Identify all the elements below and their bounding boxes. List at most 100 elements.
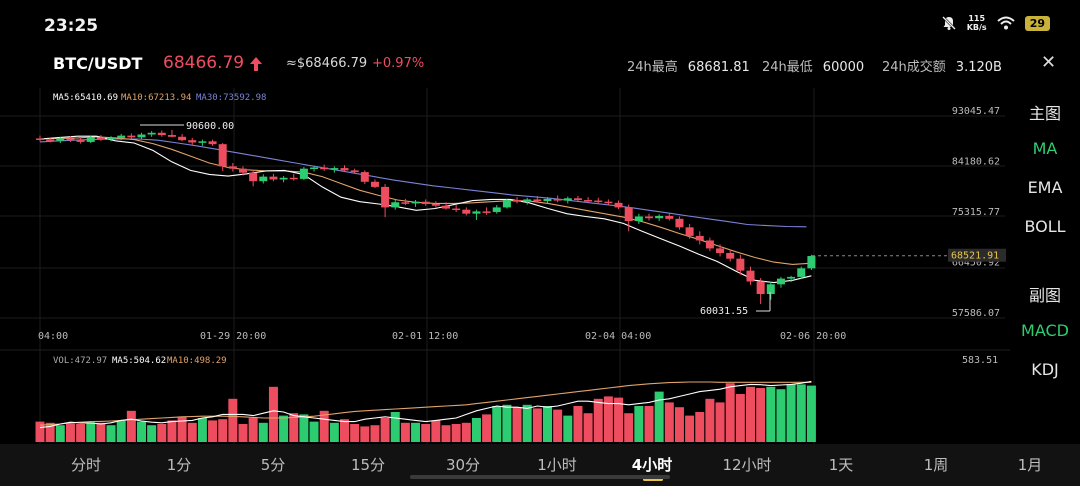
- volume-bar: [177, 416, 187, 442]
- trading-pair[interactable]: BTC/USDT: [53, 54, 143, 73]
- volume-bar: [431, 420, 441, 442]
- side-ma[interactable]: MA: [1032, 139, 1058, 158]
- volume-bar: [187, 422, 197, 442]
- candle-body: [66, 138, 75, 141]
- tab-interval[interactable]: 15分: [350, 456, 386, 474]
- volume-bar: [65, 423, 75, 442]
- candle-body: [482, 211, 491, 213]
- tab-interval[interactable]: 12小时: [722, 456, 772, 474]
- tab-interval[interactable]: 1月: [1017, 456, 1043, 474]
- side-macd[interactable]: MACD: [1021, 321, 1069, 340]
- candle-body: [269, 176, 278, 180]
- volume-bar: [390, 412, 400, 442]
- tab-interval[interactable]: 5分: [260, 456, 286, 474]
- candle-body: [401, 202, 410, 204]
- interval-tabs: 分时 1分 5分 15分 30分 1小时 4小时 12小时 1天 1周 1月: [0, 444, 1080, 486]
- tab-interval[interactable]: 1小时: [537, 456, 577, 474]
- candle-body: [685, 227, 694, 236]
- volume-bar: [167, 420, 177, 442]
- y-tick-label: 84180.62: [952, 157, 1000, 168]
- volume-bar: [573, 406, 583, 442]
- volume-bar: [279, 415, 289, 442]
- tab-interval[interactable]: 分时: [70, 456, 101, 474]
- candle-body: [746, 270, 755, 282]
- vol-ma10-legend: MA10:498.29: [167, 356, 227, 366]
- volume-ma10-line: [39, 381, 812, 426]
- tab-interval[interactable]: 30分: [445, 456, 481, 474]
- candle-body: [787, 276, 796, 279]
- candle-body: [523, 199, 532, 202]
- volume-bar: [248, 418, 258, 442]
- volume-bar: [238, 424, 248, 442]
- side-kdj[interactable]: KDJ: [1031, 360, 1059, 379]
- volume-bar: [746, 386, 755, 442]
- volume-bar: [329, 422, 339, 442]
- volume-bar: [208, 420, 218, 442]
- candle-body: [299, 168, 308, 179]
- volume-bar: [471, 418, 481, 442]
- volume-bar: [532, 408, 542, 442]
- volume-bar: [451, 424, 461, 442]
- candle-body: [797, 268, 806, 277]
- candle-body: [137, 134, 146, 138]
- volume-bars: [35, 383, 816, 442]
- ma-lines: [39, 135, 812, 284]
- candle-body: [736, 258, 745, 271]
- candle-body: [411, 201, 420, 204]
- tab-interval-active[interactable]: 4小时: [631, 456, 673, 474]
- candle-body: [655, 215, 664, 219]
- volume-bar: [126, 410, 136, 442]
- volume-bar: [289, 413, 299, 442]
- tab-interval[interactable]: 1周: [923, 456, 949, 474]
- stat-24h-high: 24h最高 68681.81: [627, 56, 750, 75]
- candle-body: [553, 198, 562, 201]
- price-axis: 93045.47 84180.62 75315.77 66450.92 57586.07: [952, 106, 1000, 319]
- candle-body: [705, 240, 714, 249]
- volume-bar: [603, 396, 613, 442]
- tab-interval[interactable]: 1分: [166, 456, 192, 474]
- candle-body: [239, 168, 247, 173]
- volume-bar: [796, 384, 806, 442]
- volume-bar: [654, 391, 664, 442]
- approx-usd-price: ≈$68466.79: [286, 56, 368, 71]
- candle-body: [208, 141, 217, 145]
- close-icon[interactable]: ✕: [1041, 52, 1057, 73]
- tab-interval[interactable]: 1天: [828, 456, 854, 474]
- candle-body: [634, 216, 643, 222]
- side-ema[interactable]: EMA: [1027, 178, 1063, 197]
- candle-body: [431, 203, 440, 206]
- volume-bar: [502, 404, 512, 442]
- candle-body: [117, 135, 126, 138]
- candle-body: [766, 284, 775, 294]
- candle-body: [46, 139, 55, 142]
- volume-bar: [664, 402, 674, 442]
- candle-body: [462, 209, 471, 214]
- kline-chart[interactable]: MA5:65410.69 MA10:67213.94 MA30:73592.98…: [0, 80, 1010, 444]
- candle-body: [492, 207, 501, 212]
- volume-bar: [340, 419, 349, 442]
- candle-body: [279, 177, 288, 180]
- chart-grid: [0, 88, 1005, 444]
- candle-body: [96, 137, 105, 140]
- candle-body: [502, 199, 511, 208]
- volume-bar: [543, 406, 552, 442]
- volume-bar: [309, 421, 319, 442]
- candle-body: [167, 135, 176, 137]
- volume-bar: [35, 421, 45, 442]
- active-tab-indicator: [643, 478, 663, 481]
- side-boll[interactable]: BOLL: [1024, 217, 1066, 236]
- candle-body: [370, 181, 379, 187]
- side-main-chart: 主图: [1028, 104, 1061, 123]
- volume-bar: [695, 412, 705, 442]
- candle-body: [604, 201, 613, 204]
- volume-bar: [806, 385, 816, 442]
- volume-bar: [715, 402, 725, 442]
- candle-body: [249, 172, 258, 182]
- volume-bar: [258, 422, 268, 442]
- x-tick-label: 01-29 20:00: [200, 331, 266, 342]
- battery-icon: 29: [1024, 15, 1050, 31]
- candle-body: [756, 281, 765, 294]
- volume-bar: [421, 424, 431, 442]
- candle-body: [442, 205, 450, 209]
- stat-24h-volume: 24h成交额 3.120B: [882, 56, 1002, 75]
